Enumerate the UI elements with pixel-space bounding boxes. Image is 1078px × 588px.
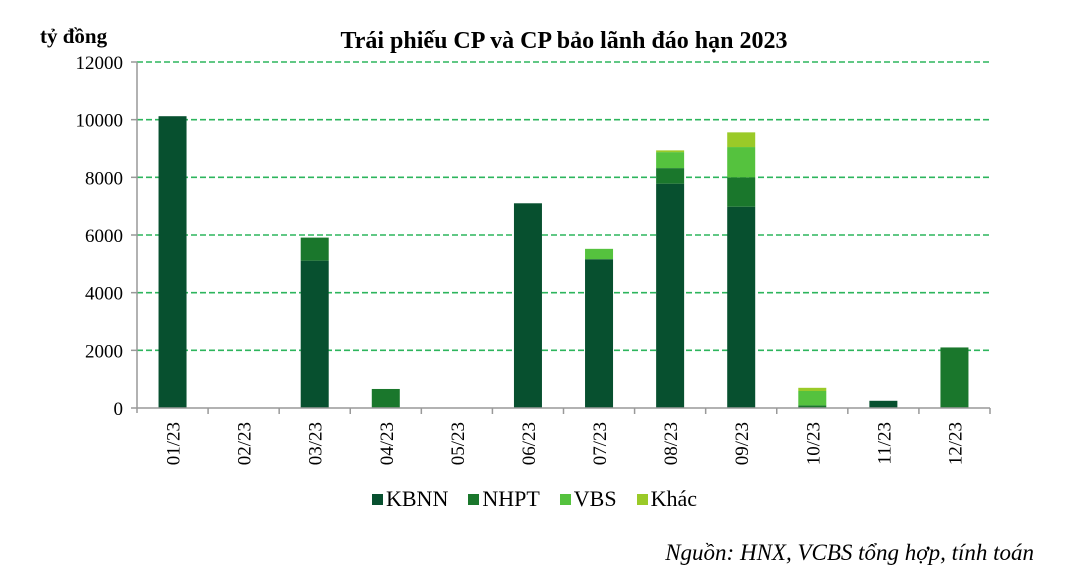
gridlines: [137, 61, 990, 352]
bar-segment-nhpt: [798, 405, 827, 408]
y-tick-label: 12000: [76, 53, 124, 74]
x-tick-label: 12/23: [945, 422, 966, 465]
legend-item-nhpt: NHPT: [468, 486, 540, 512]
y-tick-label: 6000: [85, 226, 123, 247]
legend-swatch-vbs-icon: [559, 493, 571, 505]
x-tick-label: 06/23: [519, 422, 540, 465]
x-tick-label: 01/23: [164, 422, 185, 465]
chart-title: Trái phiếu CP và CP bảo lãnh đáo hạn 202…: [340, 28, 788, 54]
bar-segment-vbs: [727, 147, 756, 178]
x-tick-label: 10/23: [803, 422, 824, 465]
bar-segment-kbnn: [585, 259, 614, 408]
bar-segment-nhpt: [940, 347, 969, 408]
x-tick-label: 04/23: [377, 422, 398, 465]
y-tick-label: 8000: [85, 168, 123, 189]
x-tick-label: 11/23: [874, 422, 895, 465]
x-axis-ticks: 01/23 02/23 03/23 04/23 05/23 06/23 07/23 08/23…: [164, 422, 967, 465]
legend-item-vbs: VBS: [559, 486, 617, 512]
legend-swatch-khac-icon: [636, 493, 648, 505]
bar-segment-nhpt: [727, 177, 756, 207]
x-tick-label: 07/23: [590, 422, 611, 465]
bar-segment-khác: [798, 387, 827, 391]
legend-swatch-nhpt-icon: [468, 493, 480, 505]
x-tick-label: 09/23: [732, 422, 753, 465]
legend-swatch-kbnn-icon: [372, 493, 383, 505]
legend-item-khac: Khác: [636, 486, 698, 512]
legend-label: Khác: [650, 486, 698, 511]
y-axis-unit-label: tỷ đồng: [40, 24, 108, 48]
x-tick-label: 02/23: [235, 422, 256, 465]
y-tick-label: 4000: [85, 284, 123, 305]
bar-segment-kbnn: [869, 400, 898, 408]
bar-series: [158, 116, 969, 408]
bar-segment-kbnn: [300, 260, 329, 408]
bar-segment-khác: [656, 150, 685, 153]
x-tick-label: 05/23: [448, 422, 469, 465]
y-tick-label: 10000: [76, 111, 124, 132]
bar-segment-vbs: [656, 152, 685, 169]
bar-segment-vbs: [585, 248, 614, 260]
bar-segment-vbs: [798, 390, 827, 406]
source-note: Nguồn: HNX, VCBS tổng hợp, tính toán: [665, 540, 1034, 565]
y-tick-label: 0: [114, 399, 124, 420]
bar-segment-nhpt: [371, 388, 400, 408]
bar-segment-nhpt: [656, 168, 685, 184]
legend-label: KBNN: [386, 486, 449, 511]
legend-item-kbnn: KBNN: [372, 486, 448, 512]
bar-segment-kbnn: [158, 116, 187, 408]
bar-segment-nhpt: [300, 237, 329, 261]
y-tick-label: 2000: [85, 341, 123, 362]
x-tick-label: 03/23: [306, 422, 327, 465]
legend-label: VBS: [573, 486, 617, 511]
bar-segment-kbnn: [727, 206, 756, 408]
x-tick-label: 08/23: [661, 422, 682, 465]
axes: [131, 61, 991, 414]
y-axis-ticks: 0 2000 4000 6000 8000 10000 12000: [76, 53, 124, 420]
bar-segment-kbnn: [513, 203, 542, 408]
legend-label: NHPT: [482, 486, 540, 511]
legend: KBNN NHPT VBS Khác: [372, 486, 697, 512]
bar-segment-kbnn: [656, 183, 685, 408]
bar-segment-khác: [727, 132, 756, 148]
